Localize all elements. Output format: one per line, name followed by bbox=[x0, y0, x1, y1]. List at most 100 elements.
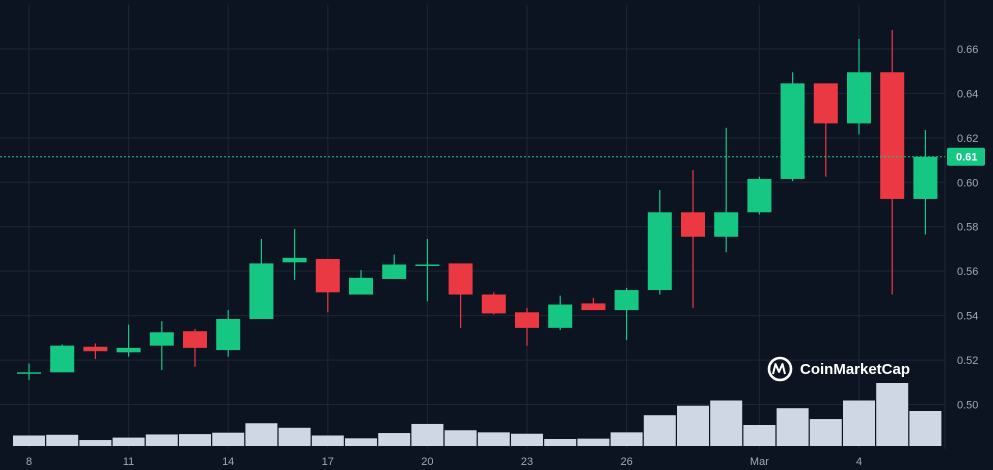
volume-bar bbox=[876, 383, 909, 446]
candle-up[interactable] bbox=[647, 190, 672, 295]
axes: 0.50 0.52 0.54 0.56 0.58 0.60 0.62 0.64 0.66 8 11 1… bbox=[26, 44, 978, 468]
candle-body[interactable] bbox=[813, 83, 838, 124]
candle-body[interactable] bbox=[17, 372, 41, 374]
candle-body[interactable] bbox=[116, 347, 141, 353]
candle-up[interactable] bbox=[714, 127, 739, 253]
watermark-text: CoinMarketCap bbox=[800, 361, 910, 378]
x-tick-label: 14 bbox=[222, 456, 234, 468]
candle-down[interactable] bbox=[681, 170, 705, 308]
coinmarketcap-logo-icon bbox=[767, 356, 793, 382]
candle-up[interactable] bbox=[282, 228, 307, 281]
volume-bar bbox=[245, 423, 278, 446]
current-price-tag bbox=[947, 147, 985, 166]
volume-bar bbox=[378, 433, 411, 446]
candle-up[interactable] bbox=[780, 72, 805, 182]
candle-up[interactable] bbox=[747, 176, 772, 215]
x-tick-label: 20 bbox=[421, 456, 433, 468]
x-tick-label: 8 bbox=[26, 456, 32, 468]
candle-down[interactable] bbox=[581, 297, 606, 311]
candle-body[interactable] bbox=[515, 312, 539, 328]
candle-up[interactable] bbox=[548, 295, 573, 331]
volume-bars bbox=[13, 383, 942, 446]
candle-up[interactable] bbox=[382, 254, 407, 279]
candle-body[interactable] bbox=[83, 346, 108, 352]
candle-body[interactable] bbox=[216, 318, 241, 351]
candle-up[interactable] bbox=[415, 238, 440, 302]
y-tick-label: 0.56 bbox=[957, 266, 978, 278]
y-tick-label: 0.58 bbox=[957, 222, 978, 234]
candle-body[interactable] bbox=[415, 264, 440, 267]
x-tick-label: 11 bbox=[123, 456, 134, 468]
candle-up[interactable] bbox=[216, 310, 241, 357]
current-price-label: 0.61 bbox=[956, 152, 977, 164]
candle-up[interactable] bbox=[116, 324, 141, 357]
volume-bar bbox=[710, 400, 743, 446]
candle-down[interactable] bbox=[183, 328, 207, 367]
candle-body[interactable] bbox=[282, 257, 307, 263]
volume-bar bbox=[13, 435, 45, 446]
candle-down[interactable] bbox=[315, 258, 340, 313]
x-tick-label: 23 bbox=[521, 456, 533, 468]
candle-down[interactable] bbox=[83, 343, 108, 359]
candle-body[interactable] bbox=[747, 178, 772, 213]
candle-body[interactable] bbox=[581, 303, 606, 311]
volume-bar bbox=[46, 434, 79, 446]
y-tick-label: 0.62 bbox=[957, 133, 978, 145]
candle-down[interactable] bbox=[813, 83, 838, 177]
candle-body[interactable] bbox=[382, 264, 407, 279]
x-tick-label: 17 bbox=[322, 456, 334, 468]
candle-up[interactable] bbox=[149, 321, 174, 371]
candle-body[interactable] bbox=[847, 72, 871, 124]
candle-body[interactable] bbox=[548, 304, 573, 328]
volume-bar bbox=[843, 400, 875, 446]
volume-bar bbox=[345, 438, 377, 446]
volume-bar bbox=[145, 434, 178, 446]
candle-up[interactable] bbox=[249, 238, 274, 319]
candle-down[interactable] bbox=[448, 263, 473, 328]
candle-body[interactable] bbox=[249, 263, 274, 319]
y-tick-label: 0.66 bbox=[957, 44, 978, 56]
volume-bar bbox=[610, 432, 643, 446]
candle-up[interactable] bbox=[17, 363, 41, 381]
candle-down[interactable] bbox=[880, 30, 905, 295]
candle-up[interactable] bbox=[50, 344, 75, 373]
candle-up[interactable] bbox=[913, 130, 938, 235]
candle-up[interactable] bbox=[614, 287, 639, 341]
candle-body[interactable] bbox=[681, 212, 705, 237]
volume-bar bbox=[212, 432, 245, 446]
candle-down[interactable] bbox=[481, 292, 506, 315]
candle-body[interactable] bbox=[913, 156, 938, 199]
volume-bar bbox=[477, 432, 510, 446]
candle-body[interactable] bbox=[714, 212, 739, 237]
candle-body[interactable] bbox=[614, 290, 639, 311]
candle-body[interactable] bbox=[149, 332, 174, 346]
volume-bar bbox=[411, 423, 444, 446]
candles[interactable] bbox=[17, 30, 938, 381]
y-tick-label: 0.54 bbox=[957, 311, 978, 323]
candle-body[interactable] bbox=[780, 83, 805, 179]
candle-body[interactable] bbox=[448, 263, 473, 295]
candle-down[interactable] bbox=[515, 307, 539, 346]
candle-body[interactable] bbox=[50, 345, 75, 373]
x-tick-label: 4 bbox=[856, 456, 862, 468]
candle-body[interactable] bbox=[880, 72, 905, 199]
candle-body[interactable] bbox=[183, 331, 207, 348]
volume-bar bbox=[577, 438, 610, 446]
grid-lines bbox=[0, 0, 946, 449]
candle-body[interactable] bbox=[481, 294, 506, 314]
x-tick-label: Mar bbox=[750, 456, 769, 468]
candle-up[interactable] bbox=[349, 270, 373, 295]
candle-body[interactable] bbox=[315, 258, 340, 293]
y-tick-label: 0.52 bbox=[957, 355, 978, 367]
volume-bar bbox=[179, 434, 211, 446]
volume-bar bbox=[677, 405, 709, 446]
volume-bar bbox=[743, 425, 776, 446]
candle-body[interactable] bbox=[349, 277, 373, 295]
volume-bar bbox=[112, 437, 145, 446]
candle-body[interactable] bbox=[647, 212, 672, 291]
y-tick-label: 0.50 bbox=[957, 400, 978, 412]
current-price-line: 0.61 bbox=[0, 147, 985, 166]
candle-up[interactable] bbox=[847, 38, 871, 135]
